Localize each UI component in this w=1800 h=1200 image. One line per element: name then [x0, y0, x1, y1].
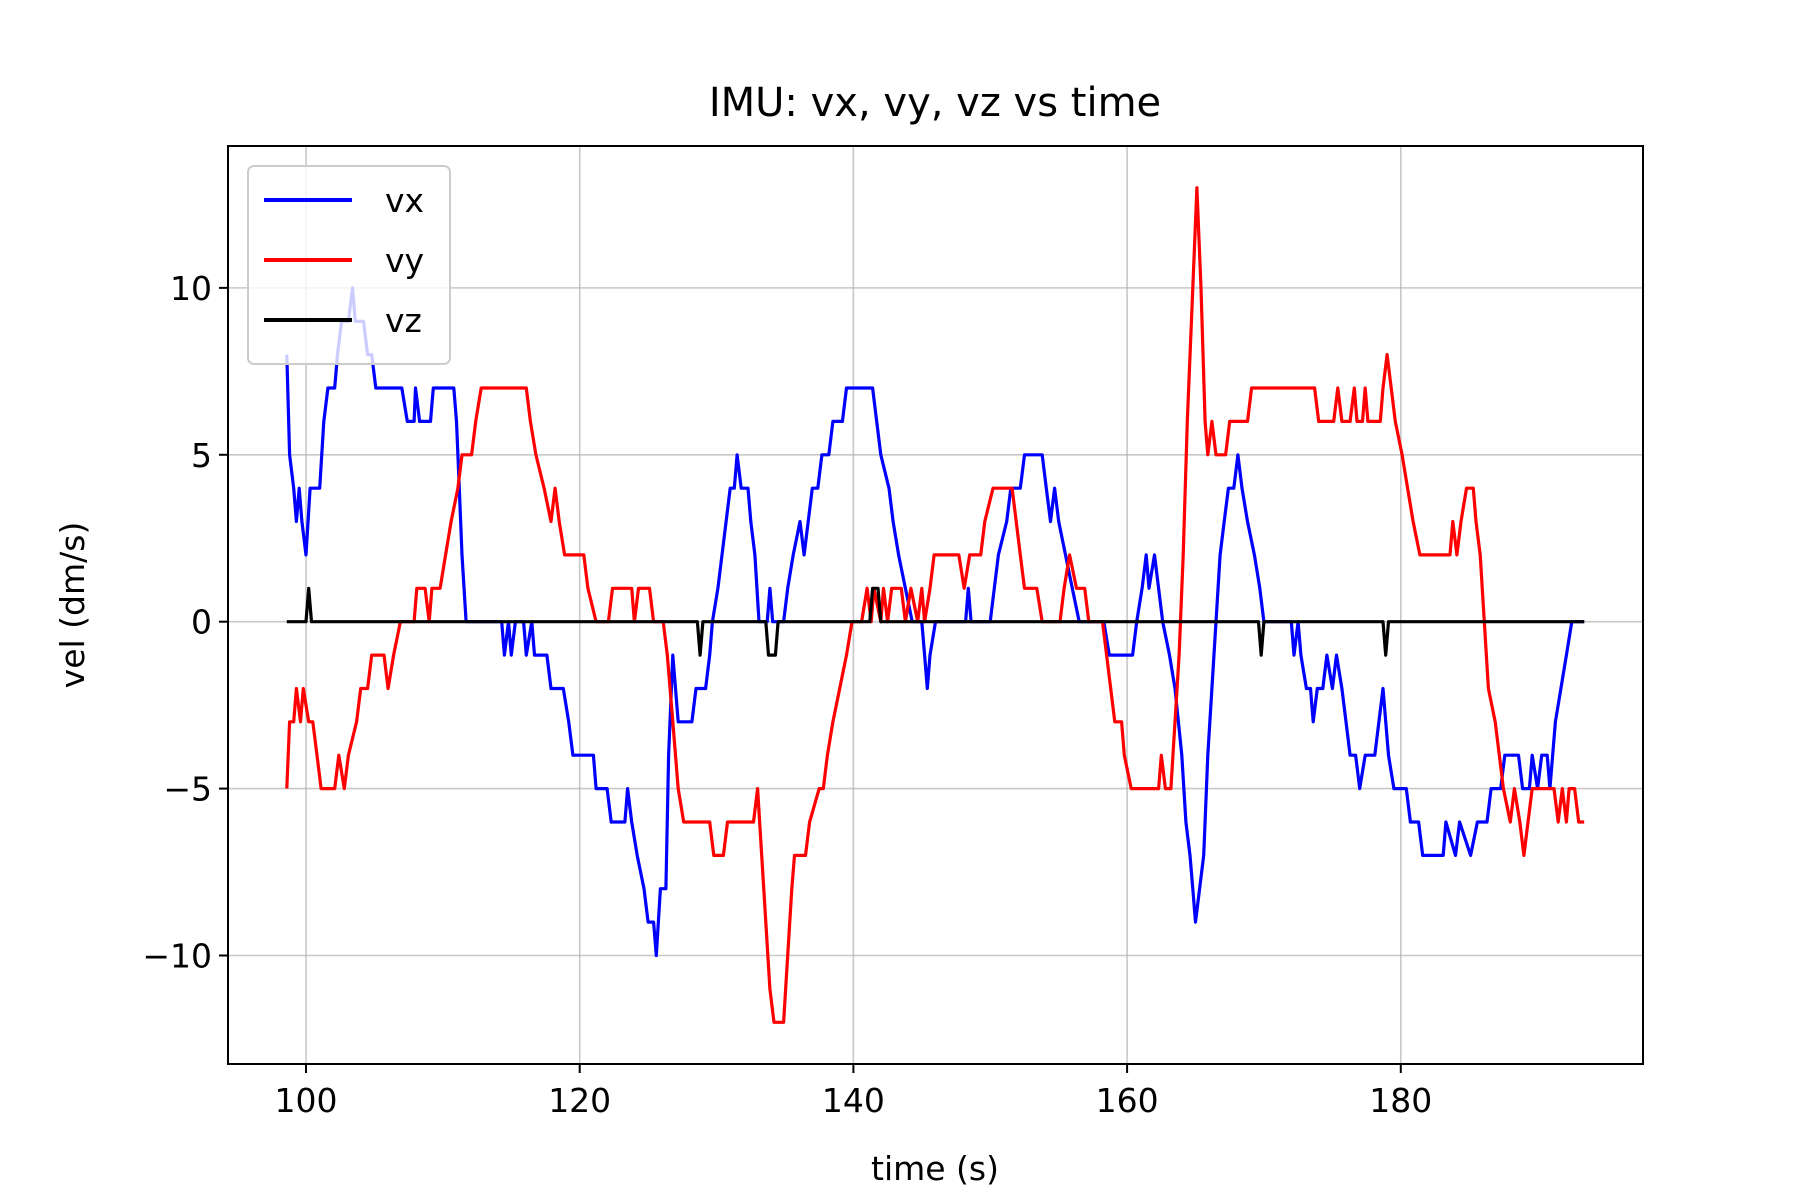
series-line-vy — [285, 186, 1585, 1024]
legend-label-vx: vx — [385, 181, 424, 220]
y-tick-label: −5 — [163, 770, 212, 809]
series-layer — [285, 186, 1585, 1024]
x-tick-label: 180 — [1369, 1081, 1432, 1120]
plot-frame — [227, 145, 1644, 1065]
x-tick-label: 140 — [822, 1081, 885, 1120]
x-tick-label: 100 — [275, 1081, 338, 1120]
y-tick-label: −10 — [142, 937, 212, 976]
chart-title: IMU: vx, vy, vz vs time — [709, 80, 1161, 126]
y-axis-label: vel (dm/s) — [53, 522, 92, 689]
series-line-vz — [286, 586, 1585, 657]
y-tick-label: 5 — [191, 436, 212, 475]
x-tick-label: 160 — [1096, 1081, 1159, 1120]
legend-label-vz: vz — [385, 301, 422, 340]
y-tick-label: 10 — [170, 269, 212, 308]
legend-label-vy: vy — [385, 241, 424, 280]
x-axis-label: time (s) — [871, 1149, 999, 1188]
y-tick-label: 0 — [191, 603, 212, 642]
legend-frame — [247, 165, 451, 365]
legend: vx vy vz — [247, 165, 451, 365]
y-axis: −10 −5 0 5 10 — [142, 269, 228, 976]
x-tick-label: 120 — [548, 1081, 611, 1120]
x-axis: 100 120 140 160 180 — [275, 1064, 1432, 1120]
